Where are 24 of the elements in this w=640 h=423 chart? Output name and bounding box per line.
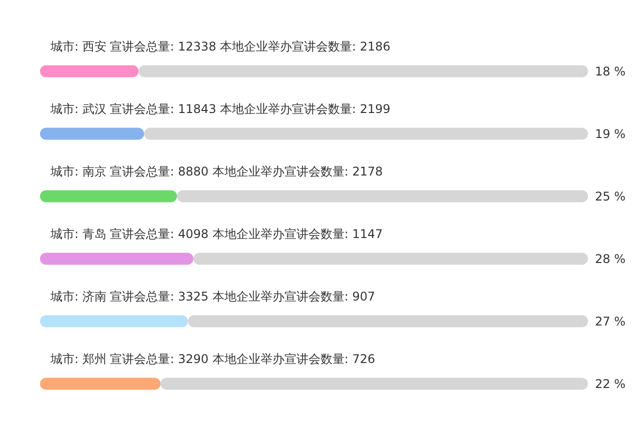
bar	[138, 65, 588, 78]
data-label: 25 %	[595, 189, 626, 204]
bar	[177, 190, 588, 202]
data-label: 22 %	[595, 376, 626, 391]
bar	[193, 252, 588, 265]
bar	[144, 128, 588, 140]
y-tick-label: 城市: 济南 宣讲会总量: 3325 本地企业举办宣讲会数量: 907	[50, 289, 376, 304]
bar	[40, 128, 144, 140]
y-tick-label: 城市: 青岛 宣讲会总量: 4098 本地企业举办宣讲会数量: 1147	[50, 226, 383, 241]
bar	[40, 378, 161, 390]
y-tick-label: 城市: 西安 宣讲会总量: 12338 本地企业举办宣讲会数量: 2186	[50, 39, 390, 54]
bar	[160, 378, 588, 390]
bar	[40, 65, 139, 78]
data-label: 19 %	[595, 126, 626, 141]
data-label: 28 %	[595, 252, 626, 266]
data-label: 18 %	[595, 64, 626, 78]
bar	[188, 315, 588, 328]
bar	[40, 252, 194, 265]
y-tick-label: 城市: 南京 宣讲会总量: 8880 本地企业举办宣讲会数量: 2178	[50, 164, 383, 178]
bar	[40, 190, 177, 202]
bar	[40, 315, 188, 328]
y-tick-label: 城市: 郑州 宣讲会总量: 3290 本地企业举办宣讲会数量: 726	[50, 352, 376, 366]
data-label: 27 %	[595, 314, 626, 328]
y-tick-label: 城市: 武汉 宣讲会总量: 11843 本地企业举办宣讲会数量: 2199	[50, 102, 390, 116]
